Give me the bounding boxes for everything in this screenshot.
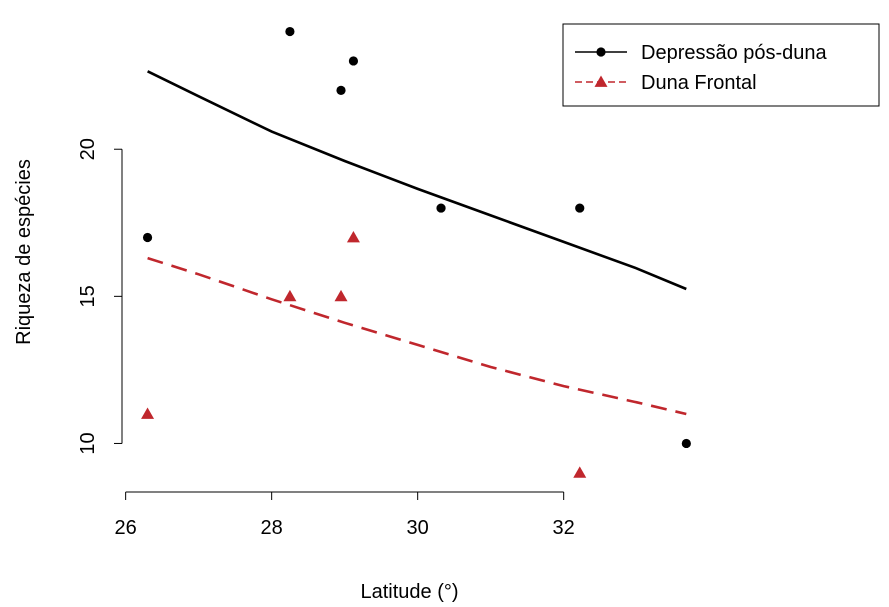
data-point-circle [285, 26, 295, 37]
legend-label: Depressão pós-duna [641, 42, 828, 64]
legend-item-2: Duna Frontal [575, 72, 757, 94]
x-axis-label: Latitude (°) [360, 581, 458, 603]
data-point-circle [436, 203, 446, 213]
x-tick-label: 32 [553, 517, 575, 539]
x-tick-label: 30 [407, 517, 429, 539]
y-tick-label: 10 [77, 432, 99, 454]
legend-box [562, 23, 880, 107]
data-point-circle [575, 203, 585, 213]
x-tick-label: 28 [261, 517, 283, 539]
legend: Depressão pós-duna Duna Frontal [562, 23, 880, 107]
fit-line-1 [147, 70, 687, 291]
data-point-triangle [334, 289, 348, 302]
data-point-triangle [141, 407, 155, 419]
data-point-circle [348, 56, 359, 66]
fit-line-2 [147, 256, 687, 416]
data-point-circle [142, 232, 153, 243]
data-point-circle [681, 438, 691, 449]
y-axis-label: Riqueza de espécies [13, 159, 35, 345]
x-ticks: 26 28 30 32 [115, 492, 575, 539]
data-point-triangle [346, 230, 360, 243]
x-tick-label: 26 [115, 517, 137, 539]
legend-label: Duna Frontal [641, 72, 757, 94]
y-tick-label: 15 [77, 285, 99, 307]
fit-lines [147, 70, 687, 416]
y-ticks: 10 15 20 [77, 138, 122, 455]
data-point-triangle [283, 289, 297, 302]
legend-marker [594, 75, 608, 87]
data-point-circle [336, 85, 346, 95]
y-tick-label: 20 [77, 138, 99, 160]
axes: 26 28 30 32 10 15 20 [77, 138, 575, 539]
data-point-triangle [573, 466, 587, 478]
legend-item-1: Depressão pós-duna [575, 42, 828, 64]
legend-items: Depressão pós-duna Duna Frontal [575, 42, 828, 94]
data-points [141, 26, 691, 478]
legend-marker [596, 47, 606, 57]
